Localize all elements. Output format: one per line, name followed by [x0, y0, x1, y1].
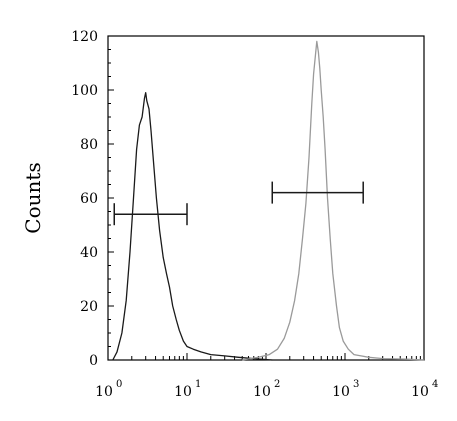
x-tick-exponent: 0 — [116, 379, 122, 390]
x-tick-label: 10 — [411, 384, 429, 400]
x-tick-label: 10 — [95, 384, 113, 400]
y-tick-label: 0 — [89, 353, 98, 369]
gate-layer — [113, 181, 364, 226]
plot-frame — [107, 35, 425, 361]
x-tick-label: 10 — [174, 384, 192, 400]
x-tick-label: 10 — [332, 384, 350, 400]
x-tick-label: 10 — [253, 384, 271, 400]
y-tick-label: 80 — [80, 137, 98, 153]
histogram-series-2 — [242, 40, 425, 361]
series-layer — [112, 40, 425, 361]
x-tick-exponent: 3 — [353, 379, 359, 390]
y-tick-label: 100 — [71, 83, 98, 99]
y-tick-label: 40 — [80, 245, 98, 261]
y-axis: 0 20 40 60 80 100 120 — [71, 29, 114, 369]
y-tick-label: 20 — [80, 299, 98, 315]
y-axis-label: Counts — [21, 162, 45, 233]
x-tick-exponent: 2 — [274, 379, 280, 390]
x-axis: 10 0 10 1 10 2 10 3 10 4 — [95, 353, 438, 400]
x-tick-exponent: 1 — [195, 379, 201, 390]
histogram-series-1 — [112, 92, 273, 361]
y-tick-label: 60 — [80, 191, 98, 207]
x-tick-exponent: 4 — [432, 379, 438, 390]
y-tick-label: 120 — [71, 29, 98, 45]
